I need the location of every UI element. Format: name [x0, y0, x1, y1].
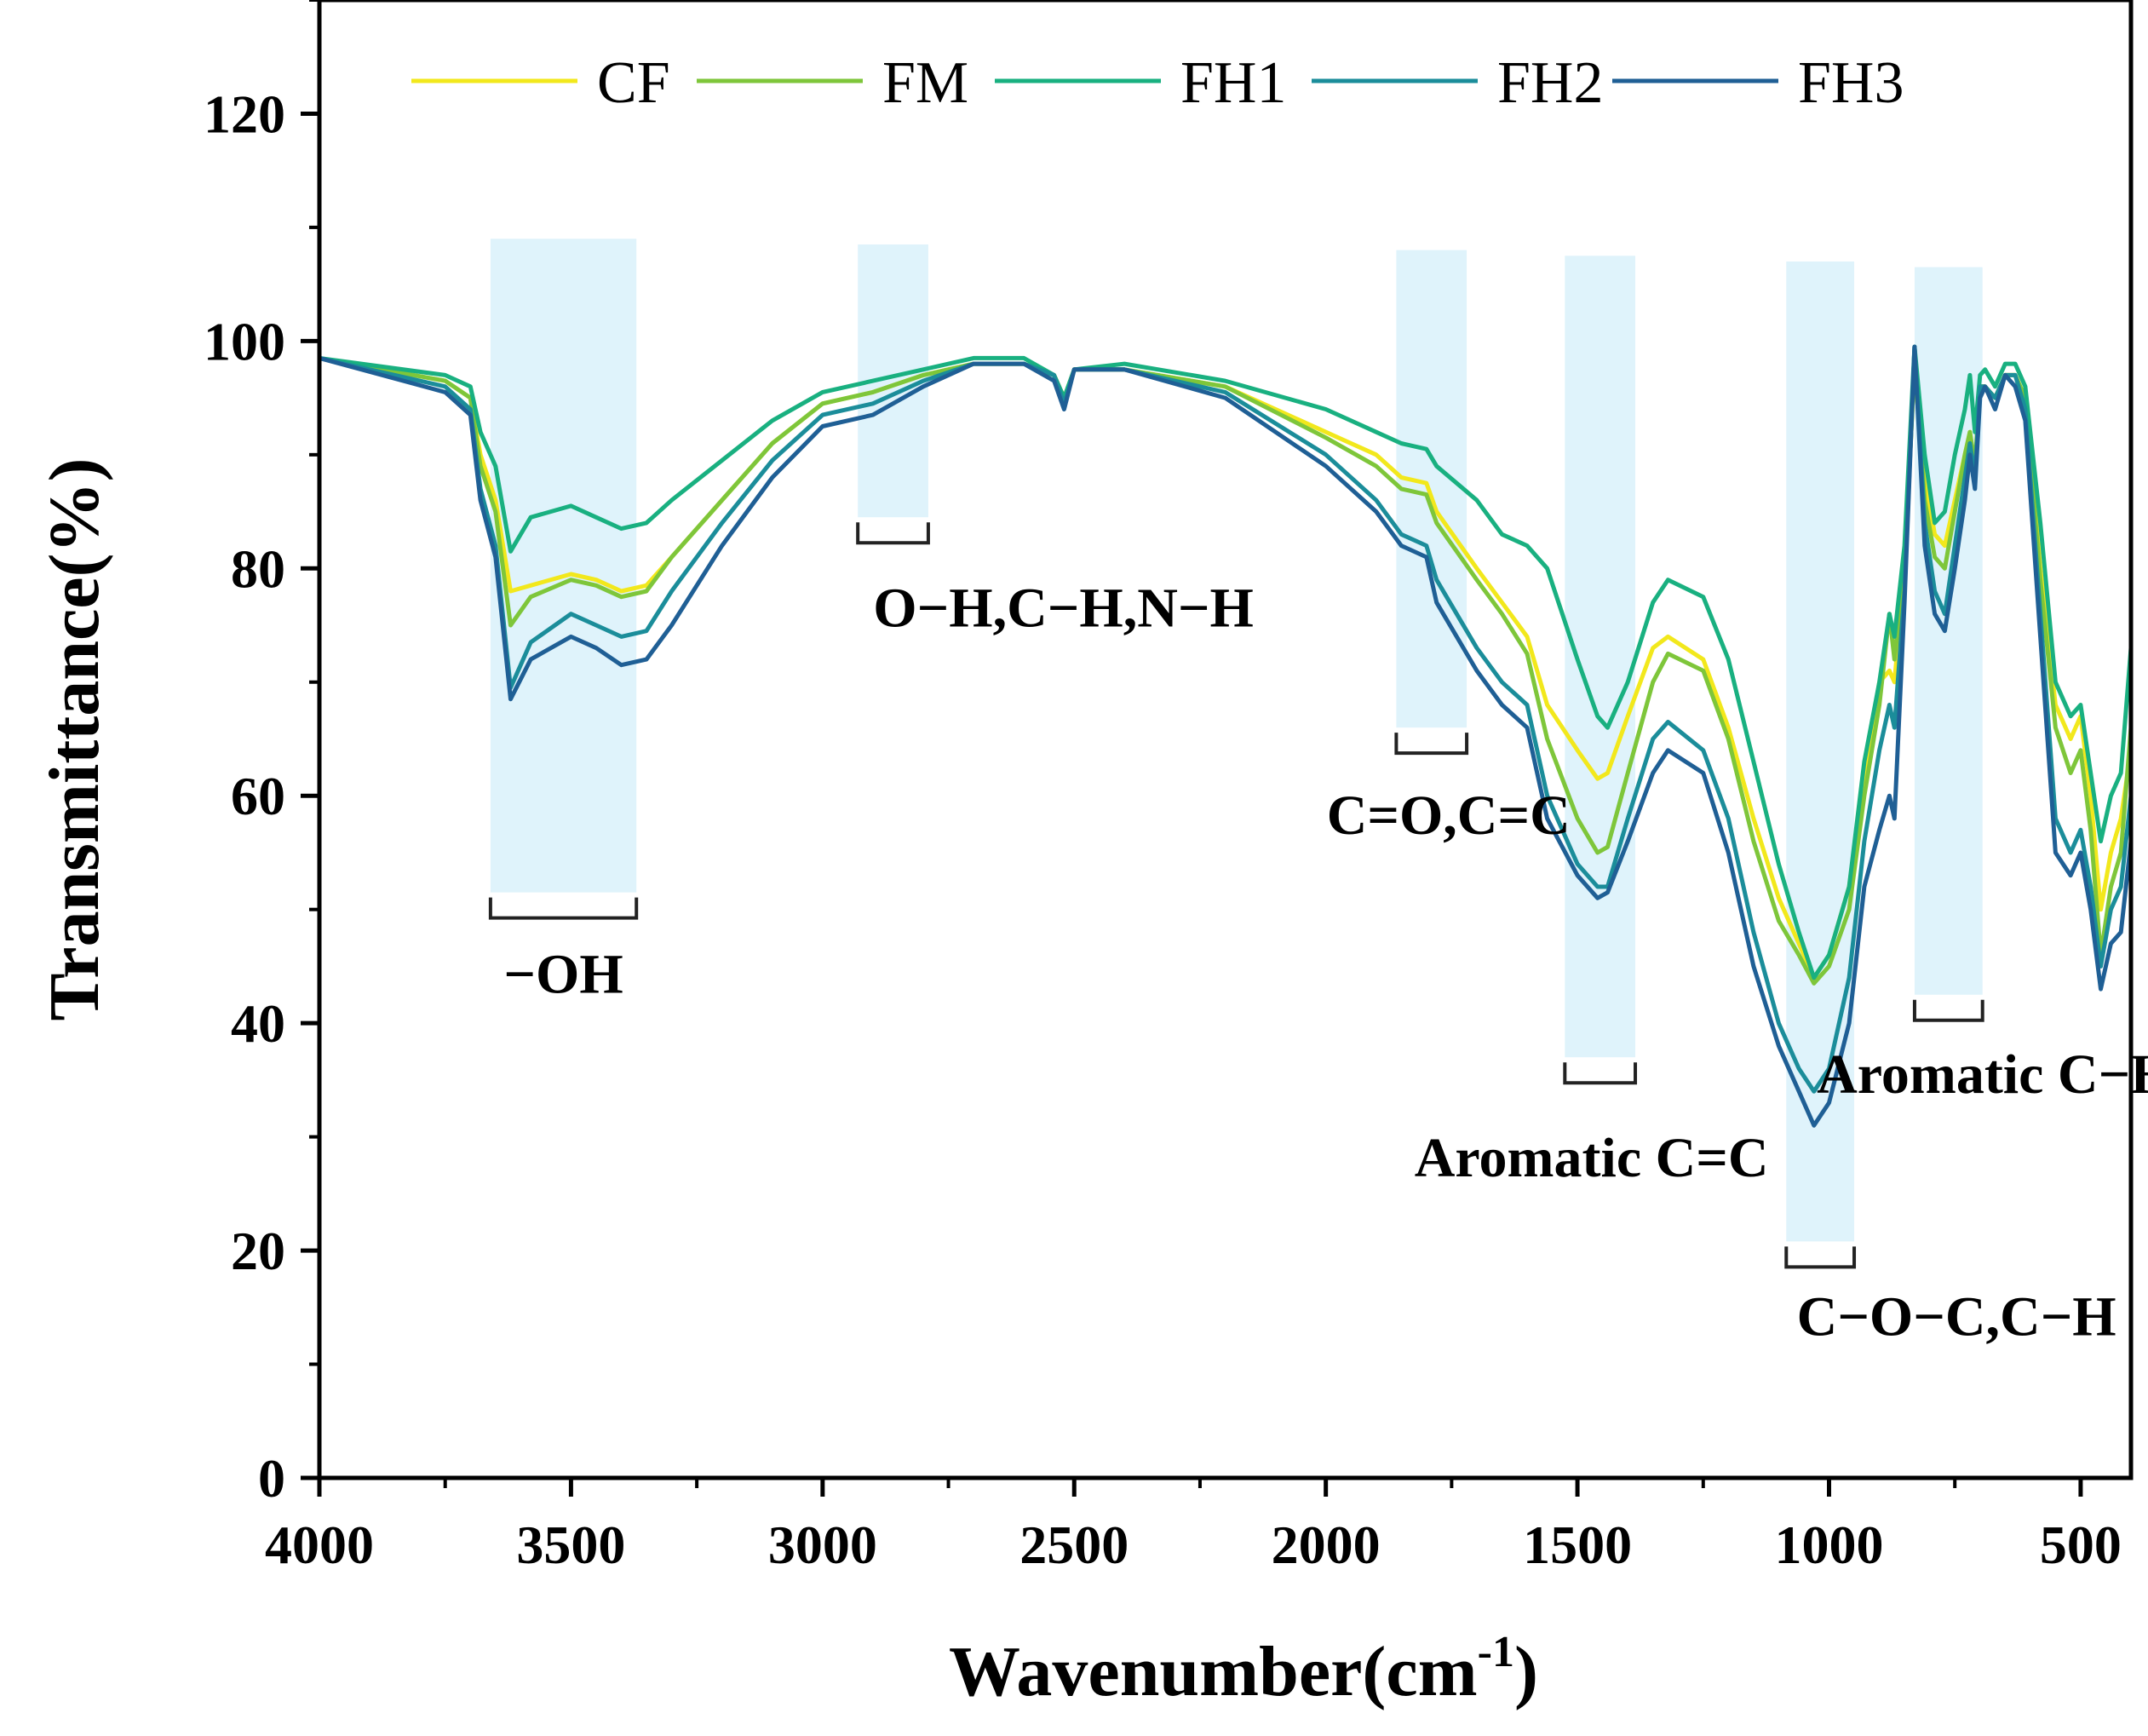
x-tick-label-2500: 2500	[1019, 1515, 1129, 1575]
annotation-aromatic-c-c: Aromatic C=C	[1415, 1127, 1769, 1189]
x-tick-label-1000: 1000	[1775, 1515, 1884, 1575]
annotation-labels: −OH O−H,C−H,N−H C=O,C=C Aromatic C=C C−O−C,C…	[503, 577, 2148, 1348]
x-axis-title: Wavenumber(cm-1)	[949, 1628, 1538, 1711]
x-tick-label-4000: 4000	[265, 1515, 374, 1575]
annotation-c-o-c-c: C=O,C=C	[1327, 785, 1571, 847]
y-tick-label-20: 20	[231, 1221, 285, 1281]
legend-label-fh3: FH3	[1798, 50, 1904, 116]
series-line-fh2	[319, 344, 2134, 1094]
bracket-oh	[488, 897, 639, 920]
annotation-c-o-c-c-h: C−O−C,C−H	[1797, 1285, 2116, 1348]
band-oh	[490, 239, 637, 893]
x-tick-label-500: 500	[2040, 1515, 2122, 1575]
bracket-c-o-c-c	[1394, 733, 1469, 756]
legend-label-fh2: FH2	[1497, 50, 1603, 116]
series-line-fh3	[319, 344, 2134, 1128]
y-tick-label-80: 80	[231, 538, 285, 599]
x-tick-label-3500: 3500	[516, 1515, 625, 1575]
annotation-aromatic-c-h: Aromatic C−H	[1817, 1043, 2148, 1106]
annotation-o-h-c-h-n-h: O−H,C−H,N−H	[873, 577, 1254, 639]
x-tick-label-3000: 3000	[768, 1515, 877, 1575]
legend: CF FM FH1 FH2 FH3	[411, 50, 1904, 116]
axis-ticks	[301, 0, 2083, 1497]
bracket-aromatic-c-h	[1912, 999, 1984, 1022]
annotation-oh: −OH	[503, 944, 623, 1006]
y-tick-label-0: 0	[258, 1448, 285, 1509]
bracket-o-h-c-h-n-h	[856, 522, 930, 545]
bracket-c-o-c-c-h	[1784, 1246, 1857, 1269]
legend-label-cf: CF	[597, 50, 670, 116]
x-tick-label-1500: 1500	[1523, 1515, 1632, 1575]
tick-labels: 4000 3500 3000 2500 2000 1500 1000 500 0 20 40 60 80…	[204, 83, 2122, 1575]
absorption-bands	[490, 239, 1983, 1242]
band-aromatic-c-h	[1914, 267, 1983, 995]
series-line-fh1	[319, 344, 2134, 980]
bracket-aromatic-c-c	[1563, 1062, 1638, 1085]
band-brackets	[488, 522, 1984, 1269]
y-tick-label-40: 40	[231, 993, 285, 1054]
y-tick-label-120: 120	[204, 83, 285, 144]
y-axis-title: Transmittance(%)	[35, 458, 114, 1021]
y-tick-label-60: 60	[231, 766, 285, 826]
x-tick-label-2000: 2000	[1272, 1515, 1381, 1575]
y-tick-label-100: 100	[204, 311, 285, 371]
series-lines	[319, 344, 2134, 1128]
legend-label-fm: FM	[882, 50, 968, 116]
plot-frame	[317, 0, 2134, 1480]
legend-label-fh1: FH1	[1180, 50, 1286, 116]
